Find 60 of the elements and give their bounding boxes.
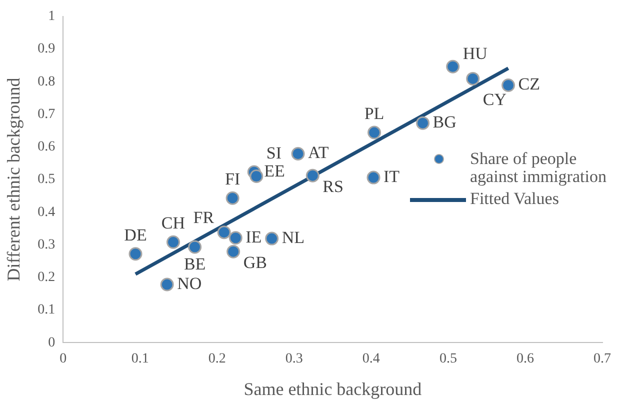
x-tick-label: 0.7 <box>594 352 611 367</box>
data-label: GB <box>243 253 267 272</box>
x-tick-label: 0.5 <box>439 352 457 367</box>
data-label: FI <box>224 170 240 189</box>
y-tick-label: 0.9 <box>38 42 56 57</box>
point <box>166 235 180 249</box>
x-axis-title: Same ethnic background <box>244 378 422 399</box>
data-label: IT <box>383 167 400 186</box>
y-tick-label: 0.2 <box>38 270 56 286</box>
data-label: SI <box>266 144 282 163</box>
x-tick-label: 0.1 <box>131 352 149 367</box>
y-tick-label: 1 <box>48 9 56 24</box>
point <box>226 191 240 205</box>
y-tick-label: 0.1 <box>38 302 56 318</box>
data-label: EE <box>264 161 285 180</box>
point <box>366 170 380 184</box>
point <box>228 231 242 245</box>
x-tick-label: 0.6 <box>516 352 534 367</box>
point <box>291 146 305 160</box>
point <box>160 278 174 292</box>
legend-label: Fitted Values <box>470 189 559 208</box>
data-label: NO <box>177 274 202 294</box>
point <box>306 168 320 182</box>
x-tick-label: 0.4 <box>362 352 380 367</box>
data-label: NL <box>282 228 304 248</box>
y-tick-label: 0.3 <box>38 237 56 252</box>
y-tick-label: 0.8 <box>38 74 56 90</box>
point <box>217 226 231 240</box>
data-label: RS <box>322 177 344 196</box>
data-label: CH <box>161 214 186 233</box>
data-label: PL <box>364 104 384 123</box>
point <box>466 72 480 86</box>
x-tick-label: 0.2 <box>208 352 226 367</box>
y-tick-label: 0 <box>48 335 56 350</box>
y-axis-title: Different ethnic background <box>4 78 24 282</box>
data-label: BG <box>432 112 456 132</box>
data-label: FR <box>193 208 215 227</box>
point <box>502 78 516 92</box>
point <box>250 169 264 183</box>
data-label: DE <box>124 225 147 244</box>
data-label: HU <box>462 44 488 64</box>
point <box>446 60 460 74</box>
point <box>265 232 279 246</box>
data-label: AT <box>308 143 330 162</box>
data-label: BE <box>184 254 206 274</box>
point <box>128 247 142 261</box>
y-tick-label: 0.6 <box>38 140 56 155</box>
point <box>226 244 240 258</box>
y-tick-label: 0.4 <box>38 204 56 220</box>
y-tick-label: 0.7 <box>38 106 56 122</box>
x-tick-label: 0.3 <box>285 352 303 367</box>
point <box>368 126 382 140</box>
x-tick-label: 0 <box>60 352 67 367</box>
data-label: CZ <box>518 74 540 94</box>
data-label: IE <box>246 227 262 246</box>
point <box>416 116 430 130</box>
point <box>188 240 202 254</box>
data-label: CY <box>482 90 506 110</box>
legend-label: Share of people against immigration <box>470 149 608 186</box>
y-tick-label: 0.5 <box>38 172 56 188</box>
